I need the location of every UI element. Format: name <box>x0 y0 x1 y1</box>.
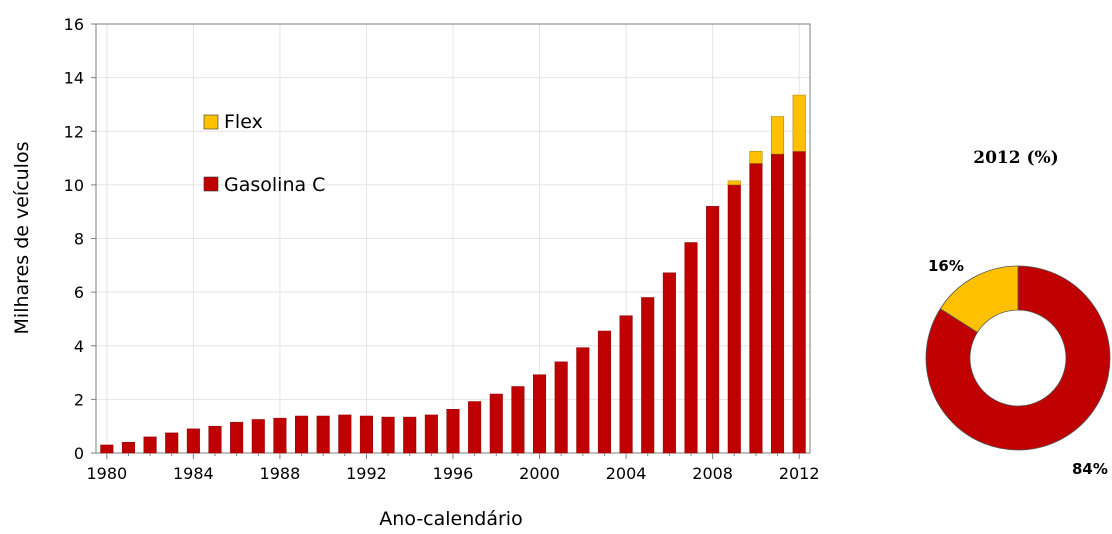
donut-slice-flex <box>939 265 1019 333</box>
legend-swatch-flex <box>203 114 219 130</box>
bar-gasolina-c-2002 <box>576 347 590 454</box>
donut-title: 2012 (%) <box>973 148 1058 168</box>
bar-gasolina-c-1987 <box>251 419 265 454</box>
y-tick-label: 6 <box>74 283 84 302</box>
y-axis-ticks: 0 2 4 6 8 10 12 14 16 <box>64 15 96 463</box>
donut-chart <box>925 265 1111 451</box>
bar-gasolina-c-1993 <box>381 416 395 454</box>
bar-gasolina-c-2000 <box>533 374 547 454</box>
bar-gasolina-c-1980 <box>100 444 114 454</box>
bar-flex-2011 <box>771 116 785 155</box>
bar-gasolina-c-1995 <box>424 414 438 454</box>
bar-gasolina-c-1996 <box>446 409 460 454</box>
bar-gasolina-c-1998 <box>489 393 503 454</box>
bar-gasolina-c-2010 <box>749 163 763 454</box>
donut-label-flex: 16% <box>928 257 964 275</box>
bar-gasolina-c-1985 <box>208 425 222 454</box>
x-tick-label: 1992 <box>346 464 387 483</box>
donut-slice-gasolina-c <box>925 265 1111 451</box>
bar-gasolina-c-2009 <box>727 184 741 454</box>
bar-gasolina-c-1990 <box>316 415 330 454</box>
x-tick-label: 1988 <box>260 464 301 483</box>
bar-gasolina-c-2001 <box>554 361 568 454</box>
x-tick-label: 1984 <box>173 464 214 483</box>
bar-gasolina-c-1986 <box>230 421 244 454</box>
bar-gasolina-c-1984 <box>186 428 200 454</box>
bar-gasolina-c-2004 <box>619 315 633 454</box>
y-tick-label: 14 <box>64 69 84 88</box>
legend-label-gasolina-c: Gasolina C <box>224 174 325 196</box>
bar-gasolina-c-2012 <box>792 151 806 454</box>
x-tick-label: 2004 <box>606 464 647 483</box>
bar-flex-2012 <box>792 94 806 152</box>
bar-gasolina-c-1989 <box>295 415 309 454</box>
x-tick-label: 1980 <box>86 464 127 483</box>
bar-gasolina-c-2008 <box>706 206 720 454</box>
bar-flex-2010 <box>749 151 763 164</box>
y-axis-title: Milhares de veículos <box>11 142 33 335</box>
bar-gasolina-c-2007 <box>684 242 698 454</box>
y-tick-label: 2 <box>74 390 84 409</box>
bar-gasolina-c-1991 <box>338 414 352 454</box>
y-tick-label: 0 <box>74 444 84 463</box>
bar-gasolina-c-1982 <box>143 436 157 454</box>
chart-legend: Flex Gasolina C <box>203 111 325 196</box>
x-axis-ticks: 1980 1984 1988 1992 1996 2000 2004 2008 2012 <box>86 453 820 483</box>
legend-label-flex: Flex <box>224 111 263 133</box>
y-tick-label: 12 <box>64 122 84 141</box>
grid-lines <box>96 23 810 454</box>
bar-gasolina-c-2006 <box>662 272 676 454</box>
x-tick-label: 2012 <box>779 464 820 483</box>
x-tick-label: 2008 <box>692 464 733 483</box>
bar-gasolina-c-2005 <box>641 297 655 454</box>
bar-gasolina-c-2011 <box>771 153 785 454</box>
x-axis-title: Ano-calendário <box>379 508 522 530</box>
bar-gasolina-c-1997 <box>468 401 482 454</box>
bar-gasolina-c-1994 <box>403 416 417 454</box>
x-tick-label: 2000 <box>519 464 560 483</box>
bar-gasolina-c-1988 <box>273 417 287 454</box>
bar-gasolina-c-1981 <box>121 442 135 454</box>
legend-swatch-gasolina-c <box>203 176 219 192</box>
bar-gasolina-c-2003 <box>597 330 611 454</box>
x-tick-label: 1996 <box>433 464 474 483</box>
bar-gasolina-c-1999 <box>511 386 525 454</box>
bar-flex-2009 <box>727 180 741 186</box>
y-tick-label: 10 <box>64 176 84 195</box>
y-tick-label: 16 <box>64 15 84 34</box>
bar-gasolina-c-1992 <box>359 415 373 454</box>
y-tick-label: 8 <box>74 230 84 249</box>
bar-gasolina-c-1983 <box>165 432 179 454</box>
y-tick-label: 4 <box>74 337 84 356</box>
donut-label-gasolina-c: 84% <box>1072 460 1108 478</box>
